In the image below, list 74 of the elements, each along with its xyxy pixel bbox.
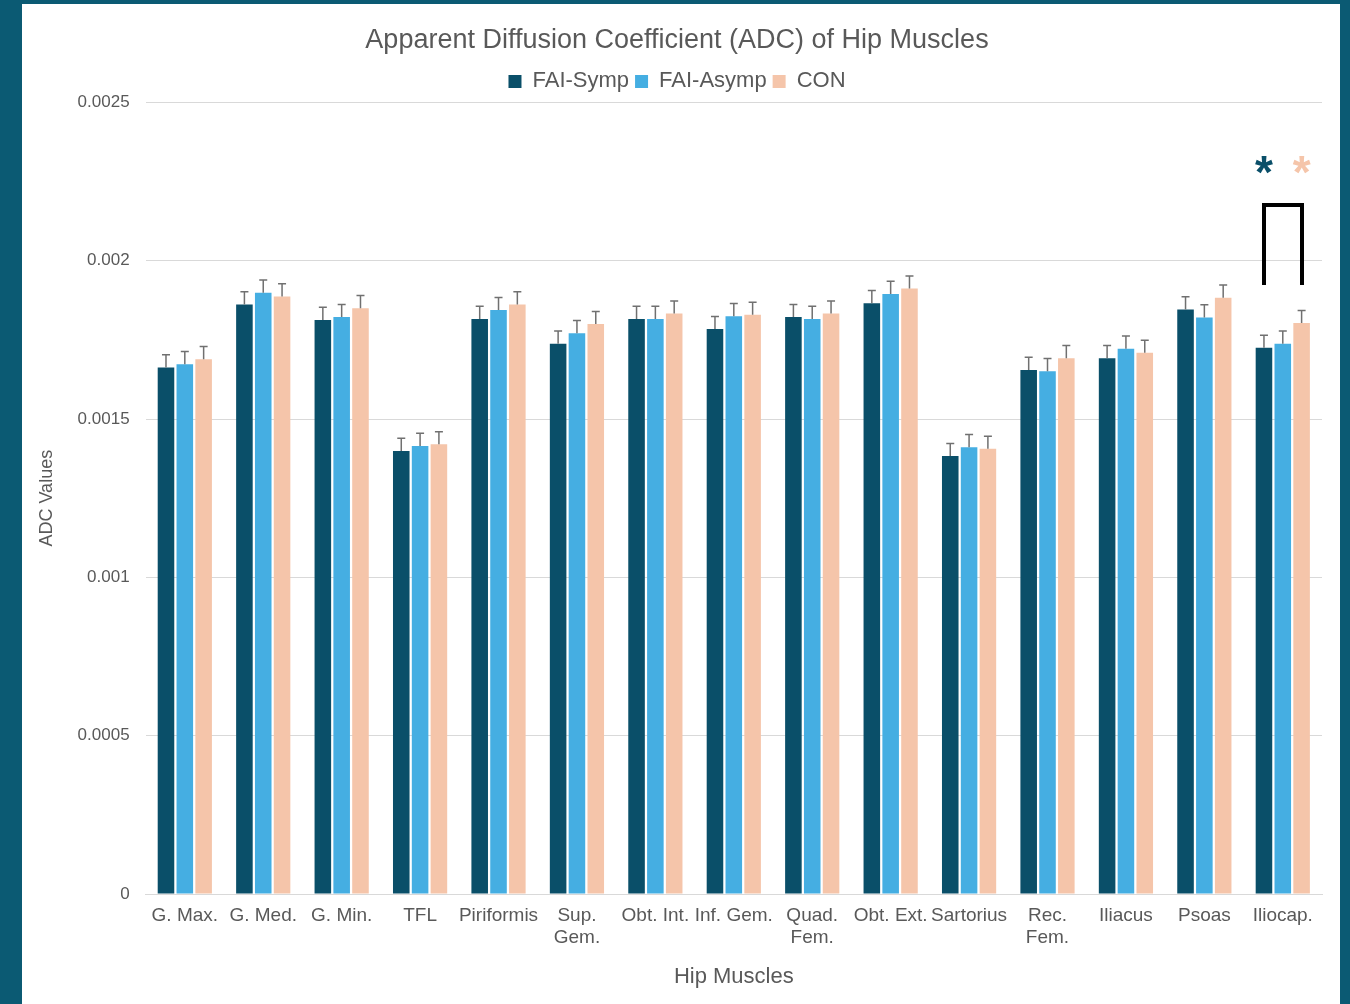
x-tick-label: G. Med. — [229, 903, 298, 925]
bar — [587, 324, 605, 894]
bar — [490, 310, 507, 894]
bar — [647, 318, 664, 894]
legend-label: CON — [796, 67, 846, 93]
bar — [1196, 317, 1213, 894]
y-tick-label: 0.0005 — [77, 725, 130, 745]
bar — [803, 318, 821, 894]
x-tick-label: TFL — [403, 903, 437, 925]
bar — [176, 364, 194, 894]
bar — [706, 329, 724, 894]
y-tick-label: 0.002 — [87, 250, 130, 270]
y-axis-title: ADC Values — [35, 449, 56, 547]
chart-title: Apparent Diffusion Coefficient (ADC) of Hip Muscles — [365, 23, 989, 54]
bar — [352, 308, 369, 894]
bar — [392, 451, 410, 894]
x-tick-label: Iliacus — [1099, 903, 1153, 925]
bar — [509, 304, 526, 894]
bar — [273, 296, 291, 894]
x-tick-label: Sup. Gem. — [553, 903, 601, 948]
y-tick-label: 0.0015 — [77, 408, 130, 428]
bar — [1098, 358, 1116, 894]
bar — [195, 359, 212, 894]
bar — [901, 288, 918, 894]
bar — [1255, 347, 1273, 894]
bar — [1117, 348, 1135, 894]
annotation: * — [1292, 145, 1311, 198]
legend-label: FAI-Asymp — [659, 67, 767, 93]
bar — [822, 313, 840, 894]
x-tick-label: Obt. Ext. — [853, 903, 928, 925]
x-tick-label: Inf. Gem. — [694, 903, 773, 925]
legend-label: FAI-Symp — [532, 67, 630, 93]
x-tick-label: Piriformis — [458, 903, 539, 925]
bar — [941, 456, 959, 894]
bar — [1020, 369, 1037, 894]
bar — [333, 317, 350, 894]
x-tick-label: Sartorius — [931, 903, 1008, 925]
bar — [725, 316, 743, 894]
bar — [863, 303, 881, 894]
bar — [430, 444, 448, 894]
bar — [979, 448, 997, 894]
x-tick-label: G. Min. — [311, 903, 373, 925]
bar — [744, 314, 761, 894]
y-tick-label: 0.001 — [87, 567, 130, 587]
bar — [1177, 309, 1194, 894]
y-tick-label: 0.0025 — [77, 92, 130, 112]
bar — [1136, 352, 1154, 894]
bar — [1214, 297, 1232, 894]
x-tick-label: Quad. Fem. — [786, 903, 839, 948]
bar — [568, 333, 586, 894]
bar — [665, 313, 683, 894]
bar — [1039, 371, 1056, 894]
annotation: * — [1255, 145, 1274, 198]
bar — [1293, 323, 1310, 894]
bar — [628, 318, 645, 894]
x-tick-label: G. Max. — [151, 903, 219, 925]
bar — [157, 367, 175, 894]
x-tick-label: Iliocap. — [1252, 903, 1313, 925]
x-tick-label: Rec. Fem. — [1025, 903, 1070, 948]
x-axis-title: Hip Muscles — [673, 962, 794, 988]
bar — [785, 317, 802, 894]
bar — [254, 292, 272, 894]
bar — [471, 318, 488, 894]
x-tick-label: Obt. Int. — [621, 903, 690, 925]
bar — [1274, 343, 1292, 894]
bar — [882, 293, 899, 894]
bar — [236, 304, 253, 894]
bar — [314, 319, 332, 894]
bar — [1058, 358, 1075, 894]
bar — [549, 343, 567, 894]
x-tick-label: Psoas — [1177, 903, 1231, 925]
bar — [960, 447, 978, 894]
bar — [411, 445, 429, 894]
y-tick-label: 0 — [120, 883, 130, 903]
